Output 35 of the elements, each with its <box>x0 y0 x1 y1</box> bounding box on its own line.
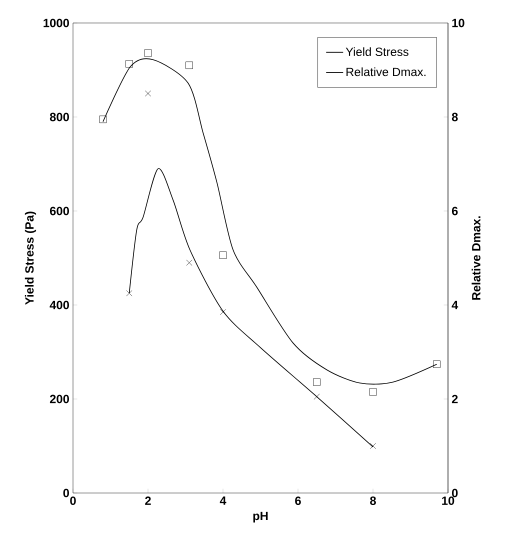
point <box>186 62 193 69</box>
y-tick-label: 600 <box>50 206 69 216</box>
point <box>186 260 192 266</box>
y2-tick-label: 8 <box>452 112 458 122</box>
y-axis-title: Yield Stress (Pa) <box>24 212 36 305</box>
y2-tick-label: 2 <box>452 394 458 404</box>
x-tick-label: 8 <box>370 496 376 505</box>
point <box>433 360 440 368</box>
point <box>126 60 133 68</box>
point <box>99 116 107 124</box>
y-tick-label: 400 <box>50 300 69 310</box>
x-tick-label: 4 <box>220 496 226 505</box>
y-tick-label: 200 <box>50 394 69 404</box>
point <box>313 378 320 386</box>
y2-tick-label: 6 <box>452 206 458 216</box>
x-tick-label: 6 <box>295 496 301 505</box>
point <box>220 309 226 316</box>
y-tick-label: 800 <box>50 112 69 122</box>
point <box>314 394 320 400</box>
legend-label: Yield Stress <box>346 47 408 56</box>
legend-label: Relative Dmax. <box>346 67 426 76</box>
y-tick-label: 0 <box>63 488 69 498</box>
y2-tick-label: 10 <box>452 18 464 28</box>
y-tick-label: 1000 <box>44 18 69 28</box>
x-axis-title: pH <box>253 512 268 523</box>
point <box>219 251 227 259</box>
x-tick-label: 2 <box>145 496 151 505</box>
line-series <box>128 168 374 448</box>
x-tick-label: 10 <box>442 496 454 505</box>
y2-tick-label: 0 <box>452 488 458 498</box>
x-tick-label: 0 <box>70 496 76 505</box>
point <box>369 388 377 396</box>
y2-axis-title: Relative Dmax. <box>472 216 480 300</box>
y2-tick-label: 4 <box>452 300 458 310</box>
point <box>144 49 152 57</box>
